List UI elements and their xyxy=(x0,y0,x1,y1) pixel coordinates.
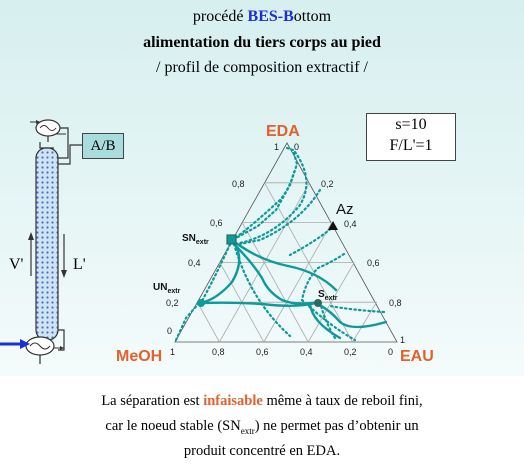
dotted-curve-9 xyxy=(199,238,234,305)
caption-line-2: car le noeud stable (SNextr) ne permet p… xyxy=(105,418,419,436)
title-prefix: procédé xyxy=(192,8,248,25)
left-edge-ticks: 0,2 0,4 0,6 0,8 xyxy=(166,179,245,308)
dotted-curve-12 xyxy=(318,300,337,340)
az-point-marker xyxy=(328,221,338,230)
solid-curve-6 xyxy=(308,302,342,340)
title-line-1: procédé BES-Bottom xyxy=(0,8,524,26)
residue-curves-solid xyxy=(200,238,388,340)
svg-text:0: 0 xyxy=(388,347,393,357)
solid-curve-2 xyxy=(230,240,320,305)
svg-text:0,2: 0,2 xyxy=(321,179,334,189)
params-box: s=10 F/L'=1 xyxy=(366,113,456,161)
svg-text:0,8: 0,8 xyxy=(232,179,245,189)
dotted-curve-2 xyxy=(238,150,308,245)
svg-text:1: 1 xyxy=(170,347,175,357)
residue-curves-dotted xyxy=(174,146,386,342)
param-s: s=10 xyxy=(395,116,427,133)
svg-text:0,6: 0,6 xyxy=(210,218,223,228)
sn-point-marker xyxy=(226,234,237,245)
svg-text:0: 0 xyxy=(294,142,299,152)
dotted-curve-8 xyxy=(174,300,202,342)
caption-accent: infaisable xyxy=(203,393,263,409)
liquid-label: L' xyxy=(73,256,86,273)
title-suffix: ottom xyxy=(293,8,332,25)
dotted-curve-7 xyxy=(328,304,386,314)
vapor-arrow xyxy=(28,232,34,276)
right-edge-ticks: 0,2 0,4 0,6 0,8 xyxy=(321,179,402,308)
solid-curve-4 xyxy=(314,301,388,329)
svg-text:0,6: 0,6 xyxy=(256,347,269,357)
vertex-tick-labels: 1 0 0 1 1 0 xyxy=(167,142,405,357)
feed-ab-box: A/B xyxy=(82,133,124,159)
dotted-curve-3 xyxy=(238,188,322,246)
title-line-2: alimentation du tiers corps au pied xyxy=(143,34,381,51)
dotted-curve-6 xyxy=(300,252,346,302)
sn-label: SNextr xyxy=(182,233,209,246)
caption-line-3: produit concentré en EDA. xyxy=(183,443,341,459)
svg-text:0,4: 0,4 xyxy=(300,347,313,357)
title-line-3: / profil de composition extractif / xyxy=(156,59,368,76)
svg-text:0,2: 0,2 xyxy=(344,347,357,357)
s-point-marker xyxy=(314,299,322,307)
vapor-label: V' xyxy=(9,256,24,273)
un-point-marker xyxy=(197,299,205,307)
vertex-label-eau: EAU xyxy=(400,348,434,365)
svg-text:0: 0 xyxy=(167,326,172,336)
column-schematic xyxy=(0,119,82,364)
caption-line-1: La séparation est infaisable même à taux… xyxy=(101,393,423,409)
svg-text:0,6: 0,6 xyxy=(367,258,380,268)
bottom-feed-arrow xyxy=(0,339,30,349)
svg-text:0,4: 0,4 xyxy=(188,258,201,268)
title-accent: BES-B xyxy=(247,8,294,25)
svg-text:1: 1 xyxy=(400,335,405,345)
s-label: Sextr xyxy=(318,289,338,302)
svg-text:0,4: 0,4 xyxy=(344,219,357,229)
vertex-label-meoh: MeOH xyxy=(116,348,162,365)
solid-curve-3 xyxy=(200,301,318,307)
solid-curve-5 xyxy=(202,244,241,304)
reboiler xyxy=(25,336,64,364)
svg-text:0,2: 0,2 xyxy=(166,298,179,308)
dotted-curve-10 xyxy=(232,242,292,338)
bottom-edge-ticks: 0,8 0,6 0,4 0,2 xyxy=(212,347,357,357)
ternary-diagram: EDA MeOH EAU 1 0 0 1 1 0 0,2 0,4 0,6 0,8… xyxy=(116,123,434,365)
solid-curve-1 xyxy=(230,238,338,292)
az-label: Az xyxy=(336,201,354,218)
svg-text:1: 1 xyxy=(274,142,279,152)
un-label: UNextr xyxy=(153,282,181,295)
svg-text:0,8: 0,8 xyxy=(212,347,225,357)
svg-text:0,8: 0,8 xyxy=(389,298,402,308)
param-ratio: F/L'=1 xyxy=(389,137,433,154)
dotted-curve-5 xyxy=(230,170,296,242)
vertex-label-eda: EDA xyxy=(266,123,300,140)
liquid-arrow xyxy=(61,234,67,278)
